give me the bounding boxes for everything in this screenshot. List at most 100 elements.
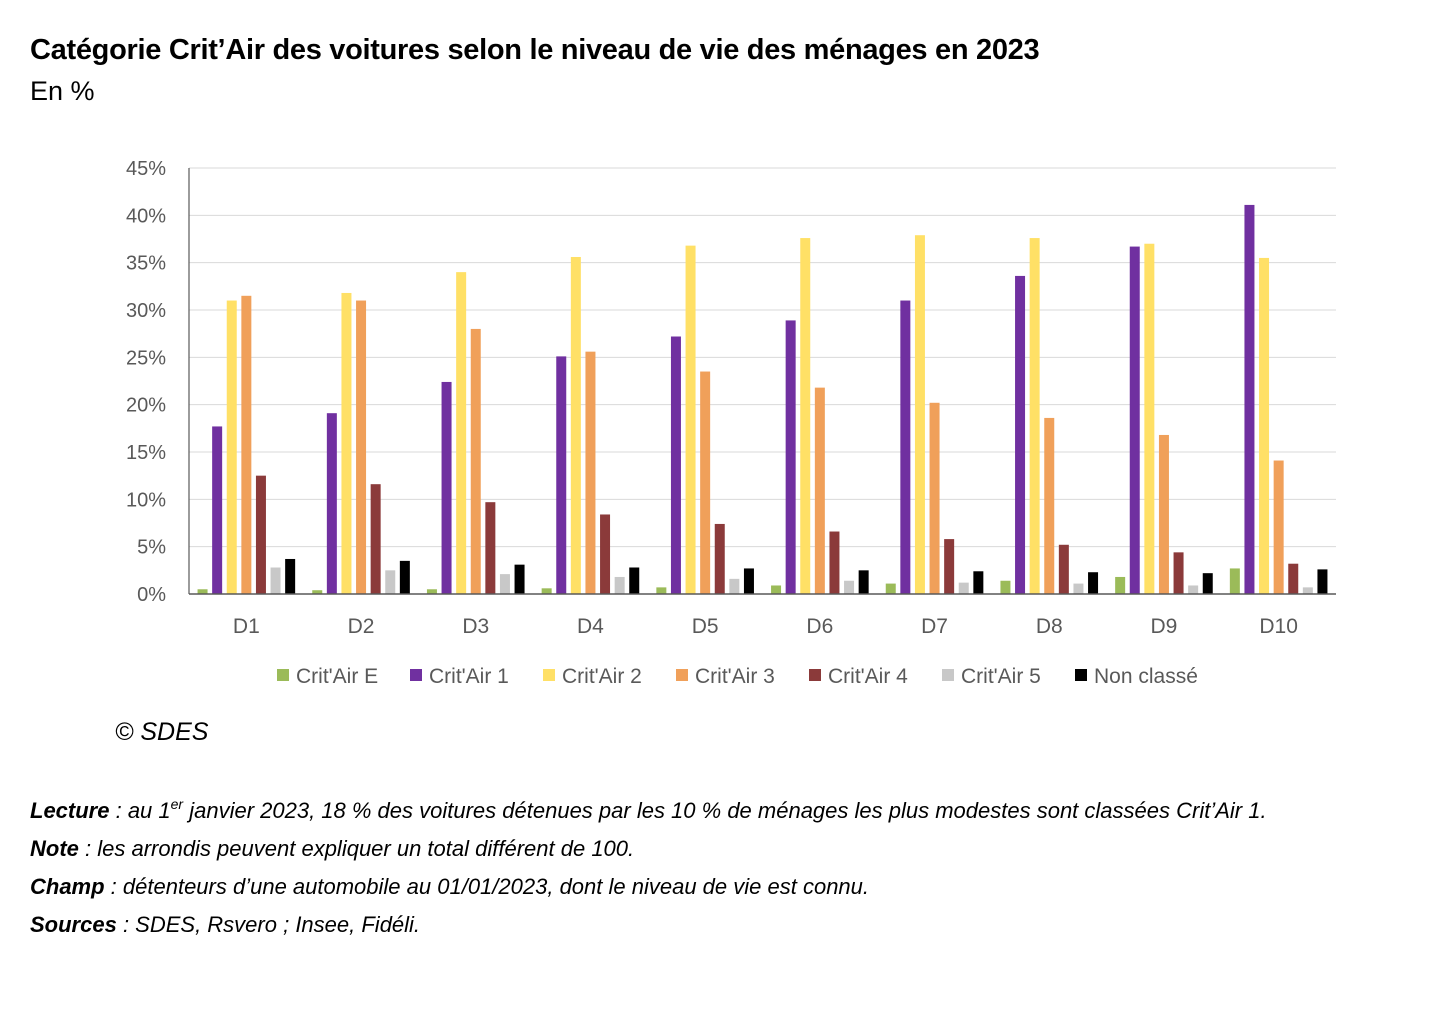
- bars: [197, 204, 1328, 595]
- bar-non-class--d8: [1088, 572, 1099, 594]
- bar-crit-air-4-d2: [370, 484, 381, 594]
- note-sources: Sources : SDES, Rsvero ; Insee, Fidéli.: [30, 906, 1267, 944]
- bar-crit-air-4-d4: [600, 514, 611, 594]
- bar-crit-air-5-d8: [1073, 583, 1084, 594]
- legend-swatch: [1075, 669, 1087, 681]
- bar-crit-air-5-d9: [1188, 585, 1199, 594]
- bar-crit-air-1-d8: [1015, 275, 1026, 594]
- x-tick-label: D6: [806, 615, 833, 638]
- bar-crit-air-e-d10: [1229, 568, 1240, 594]
- bar-crit-air-e-d5: [656, 587, 667, 594]
- bar-crit-air-2-d2: [341, 292, 352, 594]
- note-label: Champ: [30, 874, 105, 899]
- bar-crit-air-3-d8: [1044, 417, 1055, 594]
- bar-crit-air-4-d8: [1058, 544, 1069, 594]
- bar-crit-air-1-d10: [1244, 204, 1255, 595]
- bar-crit-air-2-d1: [226, 300, 237, 594]
- bar-crit-air-2-d3: [456, 272, 467, 594]
- bar-crit-air-e-d4: [541, 588, 552, 594]
- bar-crit-air-3-d1: [241, 295, 252, 594]
- bar-crit-air-e-d3: [426, 589, 437, 594]
- bar-non-class--d3: [514, 564, 525, 594]
- legend-label: Crit'Air 2: [562, 665, 642, 688]
- bar-non-class--d6: [858, 570, 869, 594]
- bar-crit-air-5-d4: [614, 576, 625, 594]
- bar-crit-air-1-d2: [326, 413, 337, 594]
- y-tick-label: 15%: [126, 442, 166, 464]
- x-tick-label: D2: [348, 615, 375, 638]
- chart-title: Catégorie Crit’Air des voitures selon le…: [30, 34, 1040, 66]
- bar-crit-air-2-d10: [1259, 257, 1270, 594]
- bar-crit-air-2-d5: [685, 245, 696, 595]
- legend-label: Crit'Air 5: [961, 665, 1041, 688]
- legend: Crit'Air E Crit'Air 1 Crit'Air 2 Crit'Air 3…: [277, 665, 1198, 688]
- bar-crit-air-1-d3: [441, 381, 452, 594]
- bar-crit-air-e-d7: [885, 583, 896, 594]
- bar-crit-air-3-d2: [356, 300, 367, 594]
- note-label: Note: [30, 836, 79, 861]
- y-tick-label: 5%: [137, 537, 166, 559]
- bar-non-class--d10: [1317, 569, 1328, 594]
- bar-crit-air-5-d2: [385, 570, 396, 594]
- bar-crit-air-e-d8: [1000, 580, 1011, 594]
- bar-non-class--d9: [1202, 573, 1213, 594]
- bar-crit-air-1-d5: [670, 336, 681, 594]
- bar-non-class--d5: [743, 568, 754, 594]
- legend-swatch: [942, 669, 954, 681]
- y-tick-label: 0%: [137, 584, 166, 606]
- note-lecture: Lecture : au 1er janvier 2023, 18 % des …: [30, 792, 1267, 830]
- note-text: : détenteurs d’une automobile au 01/01/2…: [104, 874, 870, 899]
- bar-crit-air-3-d5: [700, 371, 711, 594]
- bar-crit-air-2-d8: [1029, 238, 1040, 594]
- bar-crit-air-1-d7: [900, 300, 911, 594]
- note-text: : les arrondis peuvent expliquer un tota…: [78, 836, 635, 861]
- bar-crit-air-1-d6: [785, 320, 796, 594]
- bar-non-class--d7: [973, 571, 984, 594]
- bar-crit-air-1-d1: [212, 426, 223, 594]
- bar-crit-air-e-d6: [771, 585, 782, 594]
- x-tick-label: D8: [1036, 615, 1063, 638]
- bar-crit-air-2-d4: [570, 256, 581, 594]
- bar-crit-air-5-d7: [958, 582, 969, 594]
- bar-crit-air-e-d1: [197, 589, 208, 594]
- note-label: Lecture: [30, 798, 110, 823]
- y-tick-label: 35%: [126, 253, 166, 275]
- legend-swatch: [676, 669, 688, 681]
- legend-label: Crit'Air 4: [828, 665, 908, 688]
- bar-crit-air-5-d10: [1302, 587, 1313, 594]
- x-axis-ticks: D1 D2 D3 D4 D5 D6 D7 D8 D9 D10: [233, 615, 1298, 638]
- legend-swatch: [809, 669, 821, 681]
- legend-swatch: [277, 669, 289, 681]
- legend-label: Non classé: [1094, 665, 1198, 688]
- legend-swatch: [543, 669, 555, 681]
- bar-crit-air-e-d2: [312, 590, 323, 594]
- bar-crit-air-3-d3: [470, 328, 481, 594]
- bar-crit-air-5-d3: [499, 574, 510, 594]
- y-tick-label: 20%: [126, 395, 166, 417]
- bar-crit-air-5-d6: [844, 580, 855, 594]
- x-tick-label: D7: [921, 615, 948, 638]
- bar-crit-air-3-d4: [585, 351, 596, 594]
- y-tick-label: 45%: [126, 158, 166, 180]
- y-axis-ticks: 0% 5% 10% 15% 20% 25% 30% 35% 40% 45%: [126, 158, 166, 606]
- bar-crit-air-4-d1: [255, 475, 266, 594]
- note-text: janvier 2023, 18 % des voitures détenues…: [183, 798, 1267, 823]
- bar-crit-air-4-d3: [485, 502, 496, 594]
- axes: [188, 168, 1336, 595]
- x-tick-label: D9: [1151, 615, 1178, 638]
- bar-chart: 0%5%10%15%20%25%30%35%40%45% D1 D2 D3 D4 D5 D…: [126, 158, 1336, 688]
- x-tick-label: D5: [692, 615, 719, 638]
- bar-crit-air-e-d9: [1115, 576, 1126, 594]
- bar-crit-air-3-d10: [1273, 460, 1284, 594]
- note-champ: Champ : détenteurs d’une automobile au 0…: [30, 868, 1267, 906]
- bar-crit-air-3-d7: [929, 402, 940, 594]
- bar-crit-air-4-d5: [714, 523, 725, 594]
- x-tick-label: D4: [577, 615, 604, 638]
- bar-crit-air-2-d7: [914, 235, 925, 595]
- x-tick-label: D3: [462, 615, 489, 638]
- bar-crit-air-4-d10: [1288, 563, 1299, 594]
- bar-crit-air-2-d6: [800, 238, 811, 594]
- legend-swatch: [410, 669, 422, 681]
- bar-crit-air-5-d1: [270, 567, 281, 594]
- note-text: : SDES, Rsvero ; Insee, Fidéli.: [116, 912, 421, 937]
